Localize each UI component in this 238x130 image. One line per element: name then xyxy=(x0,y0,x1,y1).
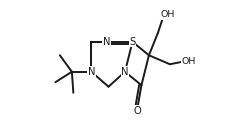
Text: S: S xyxy=(129,37,136,47)
Text: N: N xyxy=(103,37,110,47)
Text: OH: OH xyxy=(160,10,175,19)
Text: OH: OH xyxy=(181,57,196,66)
Text: O: O xyxy=(133,106,141,116)
Text: N: N xyxy=(88,67,95,77)
Text: N: N xyxy=(121,67,129,77)
